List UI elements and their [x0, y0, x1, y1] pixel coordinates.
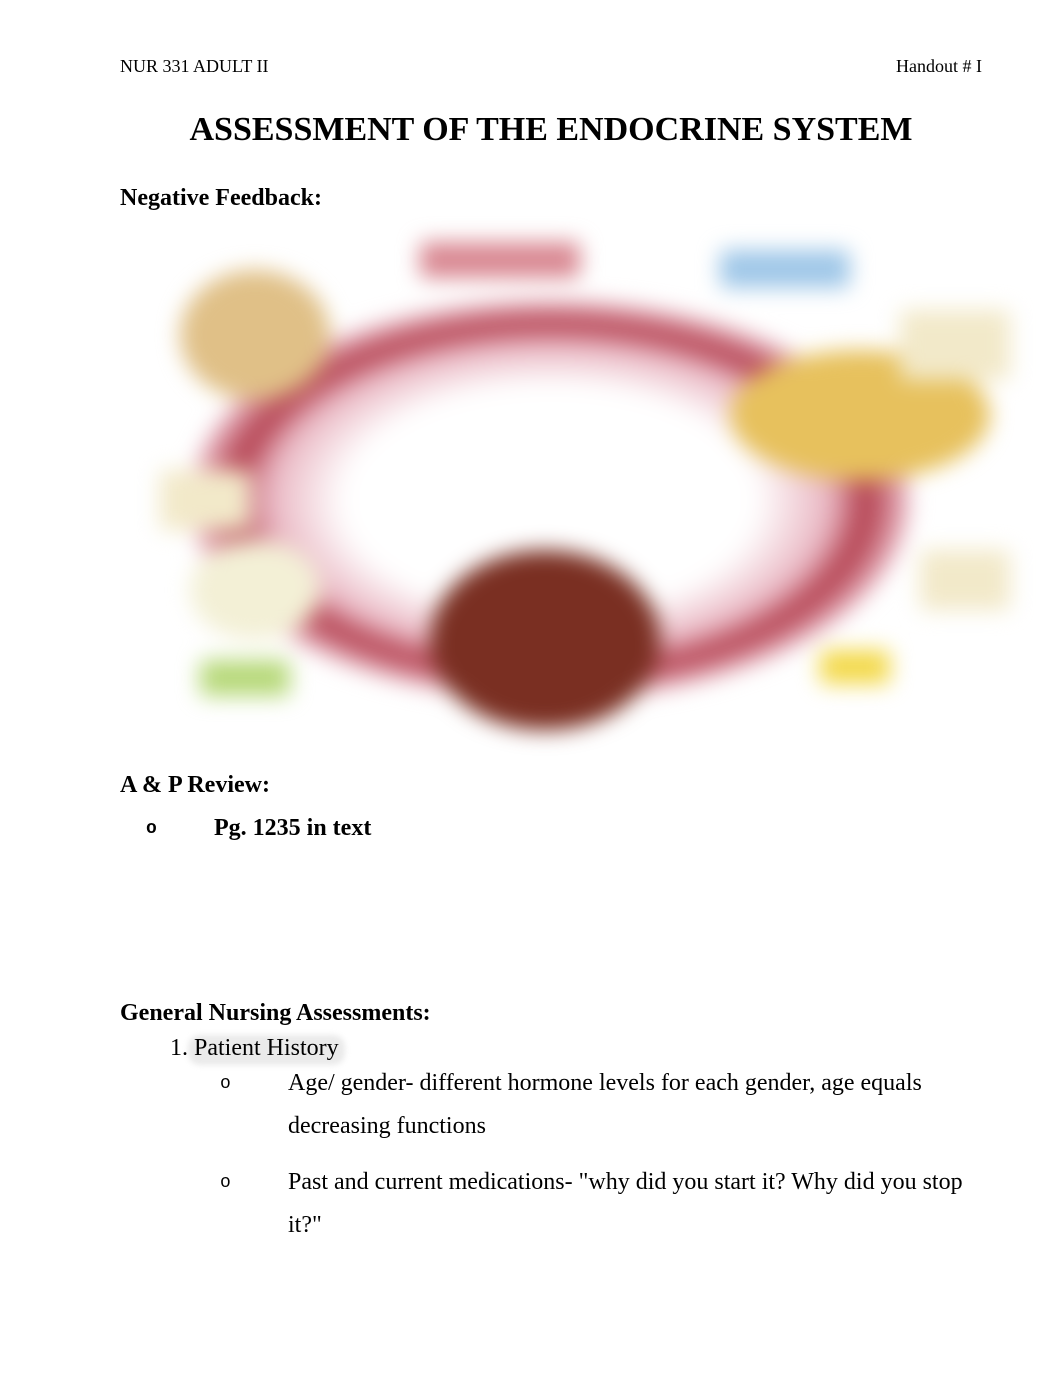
handout-number: Handout # I [896, 56, 982, 77]
course-code: NUR 331 ADULT II [120, 56, 269, 77]
diagram-label-box [920, 550, 1010, 610]
ap-review-list: Pg. 1235 in text [120, 807, 982, 850]
diagram-blob [190, 540, 320, 640]
diagram-blob [430, 550, 660, 730]
gna-item-label-wrap: Patient History [194, 1035, 339, 1061]
negative-feedback-diagram [120, 220, 990, 750]
diagram-label-box [420, 242, 580, 278]
page-title: ASSESSMENT OF THE ENDOCRINE SYSTEM [120, 111, 982, 149]
diagram-label-box [900, 310, 1010, 380]
diagram-blob [180, 270, 330, 400]
general-nursing-assessments-section: General Nursing Assessments: Patient His… [120, 1000, 982, 1247]
gna-ordered-list: Patient History Age/ gender- different h… [120, 1035, 982, 1247]
gna-sub-item-text: Age/ gender- different hormone levels fo… [288, 1070, 922, 1139]
gna-heading: General Nursing Assessments: [120, 1000, 982, 1027]
gna-sub-item: Age/ gender- different hormone levels fo… [288, 1062, 982, 1148]
diagram-label-box [160, 470, 250, 530]
gna-sub-item-text: Past and current medications- "why did y… [288, 1169, 963, 1238]
page-header: NUR 331 ADULT II Handout # I [120, 56, 982, 77]
gna-sub-list: Age/ gender- different hormone levels fo… [194, 1062, 982, 1247]
ap-review-item: Pg. 1235 in text [214, 807, 982, 850]
negative-feedback-heading: Negative Feedback: [120, 185, 982, 212]
diagram-label-box [200, 660, 290, 696]
gna-item-label: Patient History [194, 1035, 339, 1061]
ap-review-heading: A & P Review: [120, 772, 982, 799]
gna-sub-item: Past and current medications- "why did y… [288, 1161, 982, 1247]
diagram-label-box [500, 460, 670, 500]
gna-item-patient-history: Patient History Age/ gender- different h… [194, 1035, 982, 1247]
page: NUR 331 ADULT II Handout # I ASSESSMENT … [0, 0, 1062, 1315]
ap-review-section: A & P Review: Pg. 1235 in text [120, 772, 982, 850]
ap-review-item-text: Pg. 1235 in text [214, 815, 371, 841]
diagram-label-box [720, 250, 850, 288]
diagram-label-box [820, 650, 890, 684]
